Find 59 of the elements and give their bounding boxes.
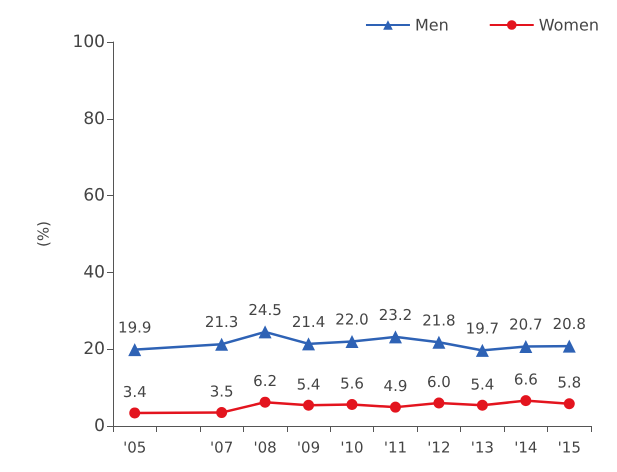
point <box>562 340 576 353</box>
data-label: 19.9 <box>118 318 152 337</box>
x-tick-label: '10 <box>340 438 364 456</box>
x-tick-label: '07 <box>210 438 234 456</box>
point <box>303 400 314 411</box>
point <box>346 399 358 410</box>
x-tick-label: '05 <box>123 438 146 456</box>
data-label: 21.8 <box>422 311 456 330</box>
data-label: 20.8 <box>552 315 586 334</box>
point <box>129 407 140 418</box>
y-tick-label: 0 <box>94 416 105 436</box>
point <box>216 407 228 418</box>
data-label: 24.5 <box>248 300 282 319</box>
y-tick-label: 60 <box>83 186 105 206</box>
point <box>433 397 444 408</box>
y-tick-label: 100 <box>72 32 105 52</box>
legend-label: Women <box>538 16 600 34</box>
data-label: 5.8 <box>557 374 582 392</box>
y-tick-label: 80 <box>83 108 105 129</box>
data-label: 5.6 <box>340 374 364 392</box>
y-axis-title: (%) <box>34 221 52 247</box>
y-tick-label: 20 <box>83 339 105 360</box>
point <box>260 396 271 408</box>
x-tick-label: '08 <box>253 438 277 456</box>
data-label: 6.2 <box>253 372 278 390</box>
data-label: 20.7 <box>509 316 543 334</box>
point <box>258 325 272 338</box>
data-label: 19.7 <box>466 319 500 338</box>
x-tick-label: '09 <box>296 438 320 456</box>
data-label: 5.4 <box>470 375 494 394</box>
x-tick-label: '11 <box>384 438 408 456</box>
point <box>388 330 402 344</box>
data-label: 6.0 <box>426 372 451 391</box>
data-label: 5.4 <box>296 375 320 394</box>
point <box>520 395 532 406</box>
point <box>564 398 575 410</box>
y-tick-label: 40 <box>83 262 105 282</box>
x-tick-label: '14 <box>514 438 538 456</box>
data-label: 23.2 <box>378 306 412 324</box>
data-label: 4.9 <box>384 377 408 396</box>
point <box>346 335 358 348</box>
point <box>519 340 532 354</box>
x-tick-label: '15 <box>558 438 581 456</box>
data-label: 6.6 <box>514 370 538 389</box>
x-tick-label: '12 <box>427 438 451 456</box>
data-label: 22.0 <box>335 310 369 329</box>
data-label: 3.5 <box>210 382 234 401</box>
point <box>215 338 228 351</box>
point <box>476 344 489 357</box>
point <box>476 400 488 411</box>
data-label: 3.4 <box>122 382 147 401</box>
point <box>128 343 142 356</box>
legend-label: Men <box>414 16 449 34</box>
x-tick-label: '13 <box>470 438 494 456</box>
point <box>432 336 446 349</box>
data-label: 21.3 <box>204 313 238 332</box>
point <box>390 402 401 413</box>
point <box>302 337 316 350</box>
data-label: 21.4 <box>292 312 326 331</box>
